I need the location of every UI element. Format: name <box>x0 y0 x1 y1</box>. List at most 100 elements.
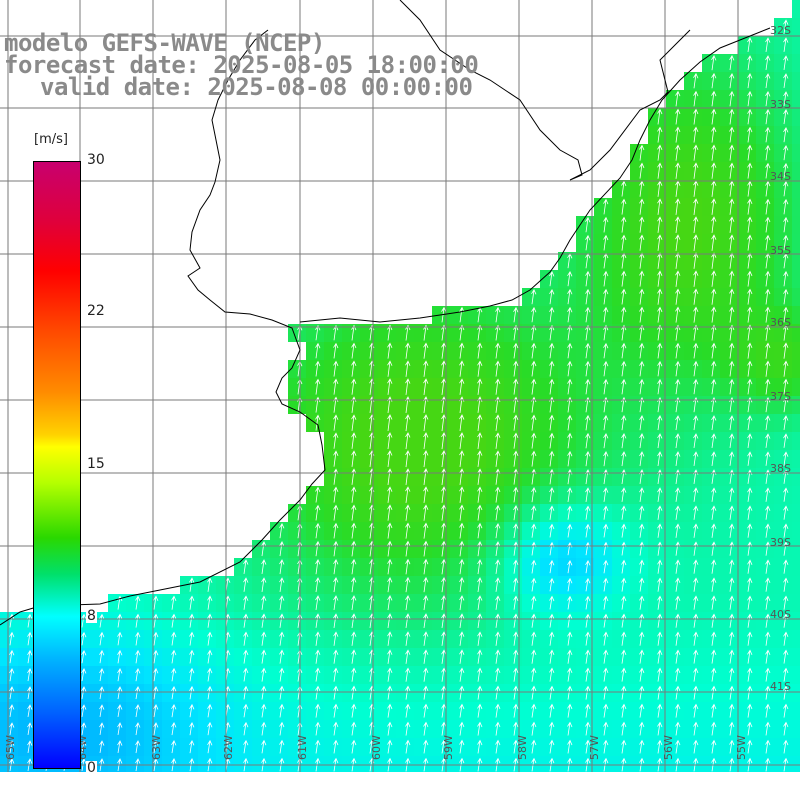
field-cell <box>324 450 342 468</box>
field-cell <box>774 342 792 360</box>
field-cell <box>378 342 396 360</box>
field-cell <box>306 558 324 576</box>
field-cell <box>702 720 720 738</box>
field-cell <box>270 756 288 772</box>
field-cell <box>522 540 540 558</box>
field-cell <box>306 540 324 558</box>
field-cell <box>342 612 360 630</box>
field-cell <box>486 684 504 702</box>
field-cell <box>324 378 342 396</box>
field-cell <box>774 648 792 666</box>
field-cell <box>792 666 800 684</box>
field-cell <box>594 252 612 270</box>
field-cell <box>396 486 414 504</box>
field-cell <box>486 396 504 414</box>
field-cell <box>666 360 684 378</box>
field-cell <box>684 234 702 252</box>
field-cell <box>342 630 360 648</box>
field-cell <box>792 522 800 540</box>
field-cell <box>468 468 486 486</box>
field-cell <box>576 648 594 666</box>
field-cell <box>684 738 702 756</box>
field-cell <box>90 720 108 738</box>
field-cell <box>576 306 594 324</box>
field-cell <box>486 666 504 684</box>
field-cell <box>522 558 540 576</box>
field-cell <box>738 162 756 180</box>
field-cell <box>126 648 144 666</box>
field-cell <box>468 684 486 702</box>
field-cell <box>792 540 800 558</box>
field-cell <box>648 522 666 540</box>
field-cell <box>792 234 800 252</box>
field-cell <box>720 270 738 288</box>
field-cell <box>288 684 306 702</box>
field-cell <box>558 396 576 414</box>
field-cell <box>666 378 684 396</box>
field-cell <box>648 576 666 594</box>
field-cell <box>576 702 594 720</box>
field-cell <box>630 576 648 594</box>
field-cell <box>792 18 800 36</box>
field-cell <box>162 648 180 666</box>
field-cell <box>558 594 576 612</box>
field-cell <box>702 504 720 522</box>
field-cell <box>108 684 126 702</box>
field-cell <box>540 648 558 666</box>
field-cell <box>666 612 684 630</box>
field-cell <box>558 522 576 540</box>
field-cell <box>684 558 702 576</box>
field-cell <box>468 720 486 738</box>
longitude-label: 63W <box>150 735 163 760</box>
field-cell <box>288 648 306 666</box>
field-cell <box>306 594 324 612</box>
field-cell <box>288 396 306 414</box>
field-cell <box>126 684 144 702</box>
field-cell <box>270 594 288 612</box>
field-cell <box>468 612 486 630</box>
field-cell <box>666 522 684 540</box>
field-cell <box>684 216 702 234</box>
field-cell <box>756 648 774 666</box>
field-cell <box>720 360 738 378</box>
wind-speed-field <box>0 0 800 772</box>
field-cell <box>540 288 558 306</box>
field-cell <box>720 414 738 432</box>
field-cell <box>414 468 432 486</box>
field-cell <box>774 360 792 378</box>
field-cell <box>288 378 306 396</box>
field-cell <box>774 558 792 576</box>
field-cell <box>792 270 800 288</box>
field-cell <box>576 288 594 306</box>
field-cell <box>270 576 288 594</box>
field-cell <box>576 378 594 396</box>
field-cell <box>684 612 702 630</box>
field-cell <box>666 342 684 360</box>
field-cell <box>738 414 756 432</box>
field-cell <box>630 432 648 450</box>
field-cell <box>612 594 630 612</box>
field-cell <box>684 756 702 772</box>
field-cell <box>324 720 342 738</box>
field-cell <box>702 126 720 144</box>
field-cell <box>486 702 504 720</box>
field-cell <box>576 630 594 648</box>
field-cell <box>702 756 720 772</box>
field-cell <box>702 522 720 540</box>
field-cell <box>414 738 432 756</box>
field-cell <box>702 738 720 756</box>
field-cell <box>648 234 666 252</box>
field-cell <box>162 630 180 648</box>
field-cell <box>486 450 504 468</box>
field-cell <box>630 288 648 306</box>
field-cell <box>576 450 594 468</box>
field-cell <box>702 666 720 684</box>
field-cell <box>414 396 432 414</box>
field-cell <box>486 558 504 576</box>
field-cell <box>522 522 540 540</box>
field-cell <box>756 738 774 756</box>
field-cell <box>90 648 108 666</box>
field-cell <box>666 162 684 180</box>
field-cell <box>738 54 756 72</box>
field-cell <box>684 360 702 378</box>
